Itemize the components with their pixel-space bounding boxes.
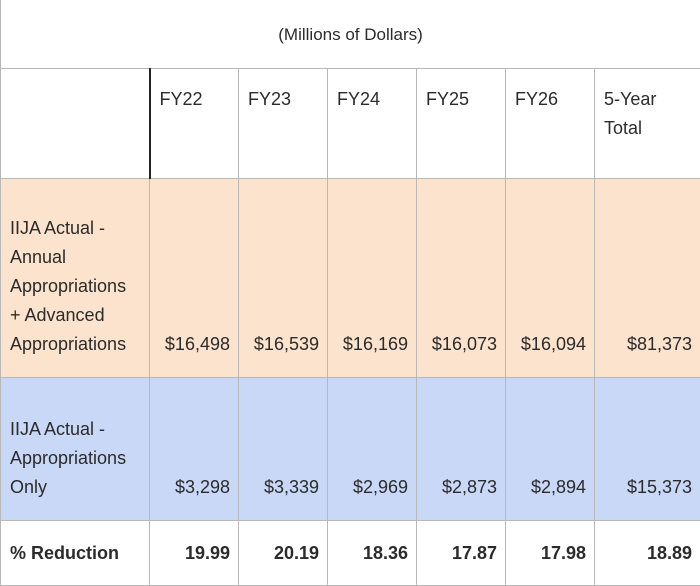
column-header: FY23 [239,69,328,179]
table-cell: 18.89 [595,521,700,586]
table-cell: $16,169 [328,179,417,378]
table-cell: $2,894 [506,378,595,521]
table-cell: 20.19 [239,521,328,586]
table-cell: $16,539 [239,179,328,378]
header-row: FY22 FY23 FY24 FY25 FY26 5-Year Total [1,69,700,179]
row-label: % Reduction [1,521,150,586]
table-row: IIJA Actual - Annual Appropriations + Ad… [1,179,700,378]
column-header: FY25 [417,69,506,179]
table-caption: (Millions of Dollars) [1,0,700,69]
table-cell: $16,498 [150,179,239,378]
table-cell: 19.99 [150,521,239,586]
table-cell: $2,969 [328,378,417,521]
column-header: FY26 [506,69,595,179]
column-header: FY22 [150,69,239,179]
table-row: % Reduction 19.99 20.19 18.36 17.87 17.9… [1,521,700,586]
header-corner-cell [1,69,150,179]
row-label: IIJA Actual - Appropriations Only [1,378,150,521]
table-cell: $3,339 [239,378,328,521]
table-cell: $81,373 [595,179,700,378]
table-cell: $16,073 [417,179,506,378]
table-cell: $3,298 [150,378,239,521]
caption-row: (Millions of Dollars) [1,0,700,69]
table-cell: 17.87 [417,521,506,586]
table-cell: $15,373 [595,378,700,521]
column-header: FY24 [328,69,417,179]
row-label: IIJA Actual - Annual Appropriations + Ad… [1,179,150,378]
column-header: 5-Year Total [595,69,700,179]
table-cell: $2,873 [417,378,506,521]
table-row: IIJA Actual - Appropriations Only $3,298… [1,378,700,521]
table-cell: 18.36 [328,521,417,586]
table-cell: $16,094 [506,179,595,378]
table-cell: 17.98 [506,521,595,586]
